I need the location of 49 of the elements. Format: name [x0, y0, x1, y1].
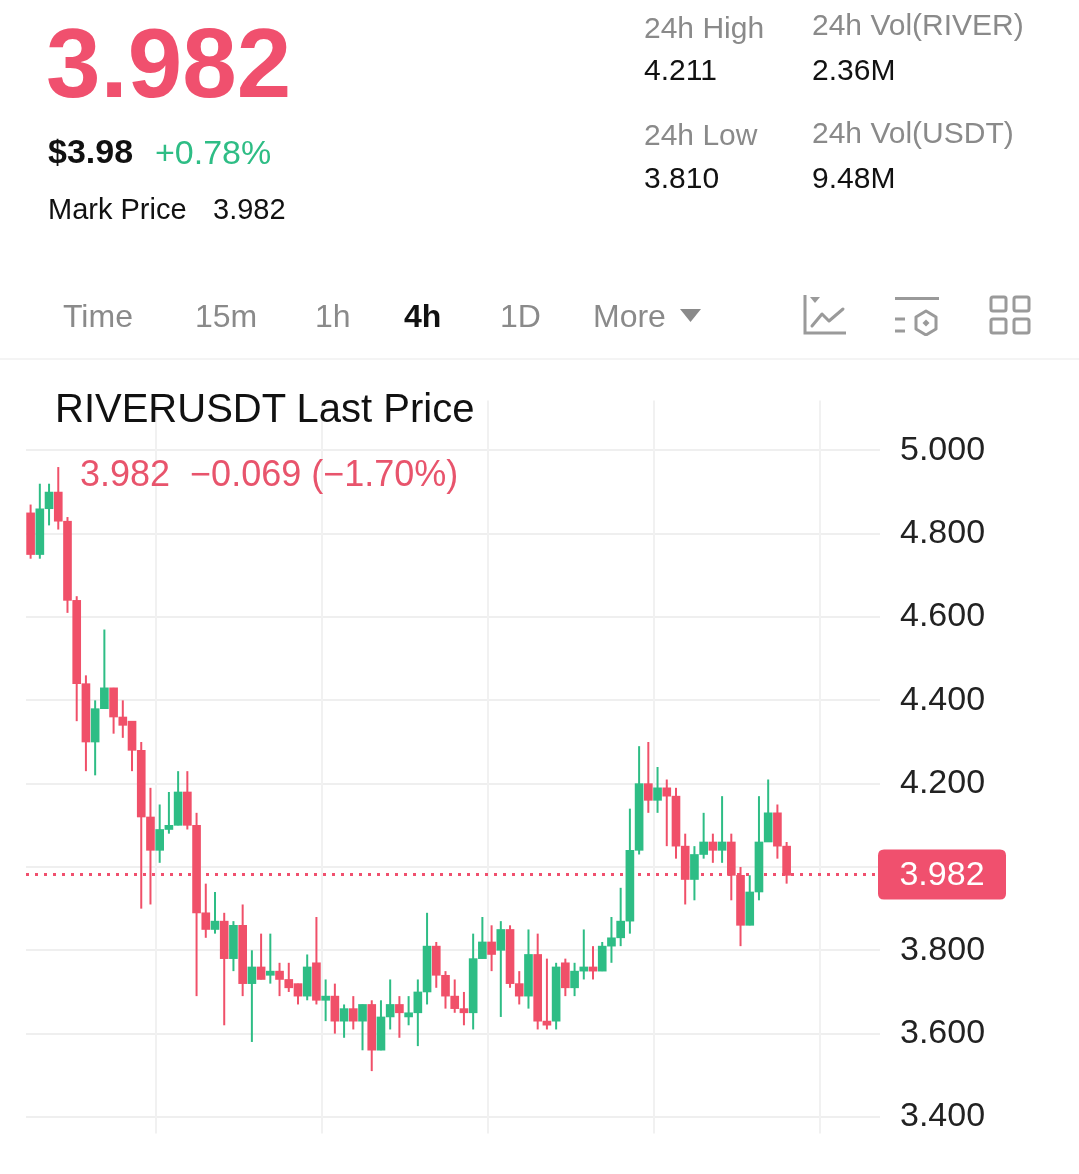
text: Time [63, 298, 133, 334]
candlestick [256, 932, 266, 981]
text: +0.78% [155, 133, 272, 171]
text: More [593, 298, 666, 334]
text: 24h Vol(RIVER) [812, 8, 1024, 41]
text: 1D [500, 298, 541, 334]
candlestick [542, 957, 552, 1031]
candlestick [653, 766, 662, 814]
candlestick [265, 932, 275, 985]
candlestick [321, 978, 330, 1023]
text: 2.36M [812, 53, 896, 86]
candlestick [247, 949, 257, 1043]
y-tick-label: 4.400 [900, 678, 986, 717]
text: 24h Vol(USDT) [812, 116, 1014, 149]
text: 9.48M [812, 161, 896, 194]
candlestick [395, 995, 404, 1039]
candlestick [385, 978, 395, 1031]
y-tick-label: 3.600 [900, 1011, 986, 1050]
text: 4h [404, 298, 442, 334]
text: Mark Price [48, 193, 187, 225]
text: 3.810 [644, 161, 720, 194]
y-tick-label: 4.200 [900, 762, 986, 801]
candlestick [358, 1003, 367, 1052]
candlestick [644, 741, 653, 814]
candlestick [348, 995, 358, 1031]
candlestick [339, 1003, 349, 1039]
text: 1h [315, 298, 351, 334]
y-tick-label: 5.000 [900, 428, 986, 467]
candlestick [570, 961, 579, 998]
text: 4.211 [644, 53, 717, 86]
candlestick [487, 924, 496, 973]
y-tick-label: 4.600 [900, 595, 986, 634]
chart-title: RIVERUSDT Last Price [55, 386, 475, 430]
text: $3.98 [48, 132, 134, 170]
text: 3.982 −0.069 (−1.70%) [80, 453, 459, 494]
text: 24h Low [644, 118, 758, 151]
text: 3.982 [213, 193, 286, 225]
candlestick [496, 920, 506, 1018]
text: 24h High [644, 11, 765, 44]
text: 3.982 [46, 8, 292, 118]
candlestick [708, 832, 718, 864]
candlestick [210, 890, 220, 935]
text: 15m [195, 298, 258, 334]
candlestick [662, 778, 672, 848]
ref-line-label: 3.982 [899, 853, 985, 892]
y-tick-label: 3.400 [900, 1095, 986, 1134]
y-tick-label: 3.800 [900, 928, 986, 967]
candlestick [717, 795, 727, 864]
y-tick-label: 4.800 [900, 512, 986, 551]
